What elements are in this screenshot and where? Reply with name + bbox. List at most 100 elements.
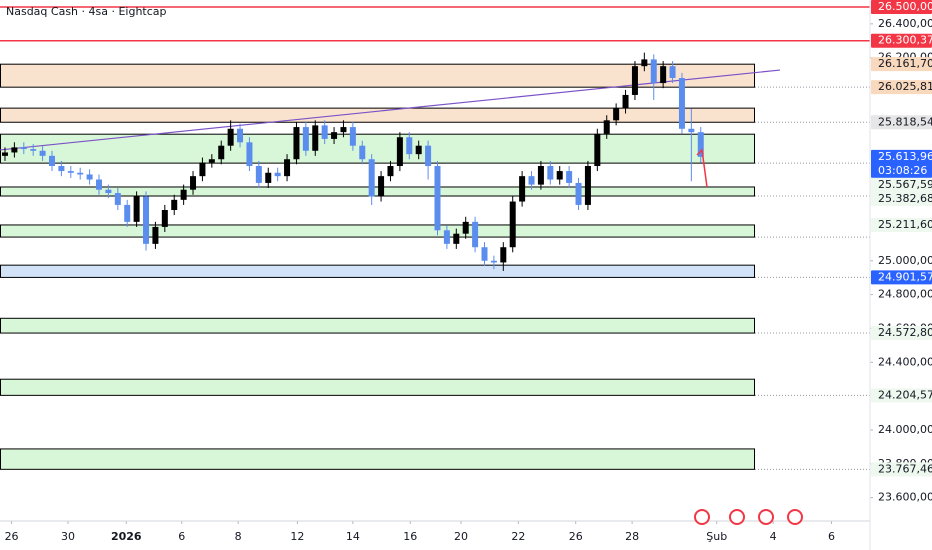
candle-body bbox=[227, 128, 234, 146]
candle-body bbox=[406, 137, 413, 155]
candle-body bbox=[161, 209, 168, 227]
candle-body bbox=[528, 176, 535, 185]
candle-body bbox=[171, 199, 178, 210]
price-badge bbox=[871, 149, 932, 178]
zone bbox=[0, 264, 755, 278]
event-icon[interactable] bbox=[758, 509, 774, 525]
price-badge bbox=[871, 33, 932, 48]
candle-body bbox=[453, 233, 460, 244]
zones bbox=[0, 6, 870, 470]
event-icon[interactable] bbox=[694, 509, 710, 525]
price-badge-label: 25.567,59 bbox=[878, 178, 932, 191]
y-tick-label: 26.400,00 bbox=[878, 17, 932, 30]
candle-body bbox=[284, 159, 291, 177]
price-badge-label: 26.300,37 bbox=[878, 34, 932, 47]
x-tick-label: 26 bbox=[569, 530, 583, 543]
price-badge bbox=[871, 177, 932, 192]
price-badge bbox=[871, 115, 932, 130]
event-icon[interactable] bbox=[729, 509, 745, 525]
x-tick-label: Şub bbox=[706, 530, 727, 543]
zone bbox=[0, 317, 755, 334]
candle-body bbox=[481, 247, 488, 261]
candle-body bbox=[331, 132, 338, 139]
candle-body bbox=[58, 166, 65, 172]
candle-body bbox=[255, 166, 262, 183]
candle-body bbox=[77, 172, 84, 175]
x-tick-label: 2026 bbox=[111, 530, 142, 543]
candle-body bbox=[641, 59, 648, 67]
x-tick-label: 12 bbox=[290, 530, 304, 543]
candle-body bbox=[500, 247, 507, 263]
candle-body bbox=[180, 189, 187, 200]
candle-body bbox=[387, 166, 394, 177]
price-badge-label: 25.382,68 bbox=[878, 192, 932, 205]
candle-body bbox=[472, 221, 479, 248]
candle-body bbox=[86, 174, 93, 180]
candle-body bbox=[669, 66, 676, 79]
candle-body bbox=[622, 94, 629, 109]
price-badge bbox=[871, 326, 932, 341]
x-tick-label: 8 bbox=[235, 530, 242, 543]
candle-body bbox=[650, 59, 657, 84]
candle-body bbox=[509, 201, 516, 248]
candle-body bbox=[349, 127, 356, 146]
candle-body bbox=[443, 230, 450, 244]
price-badge-label: 25.211,60 bbox=[878, 218, 932, 231]
candle-body bbox=[96, 179, 103, 190]
candle-body bbox=[67, 171, 74, 173]
price-badge bbox=[871, 191, 932, 206]
price-badge-label: 26.025,81 bbox=[878, 80, 932, 93]
price-badge bbox=[871, 388, 932, 403]
price-badge-label: 24.901,57 bbox=[878, 270, 932, 283]
price-badge-label: 25.613,96 bbox=[878, 150, 932, 163]
candle-body bbox=[152, 226, 159, 244]
candle-body bbox=[321, 125, 328, 139]
x-tick-label: 20 bbox=[454, 530, 468, 543]
x-tick-label: 16 bbox=[403, 530, 417, 543]
event-icon[interactable] bbox=[787, 509, 803, 525]
zone bbox=[0, 378, 755, 396]
candle-body bbox=[490, 260, 497, 263]
candle-body bbox=[190, 176, 197, 190]
price-badge-label: 26.161,70 bbox=[878, 57, 932, 70]
chart-title: Nasdaq Cash · 4sa · Eightcap bbox=[6, 5, 167, 18]
zone bbox=[0, 107, 755, 123]
candle-body bbox=[208, 159, 215, 163]
y-tick-label: 24.000,00 bbox=[878, 423, 932, 436]
candle-body bbox=[378, 176, 385, 197]
candle-body bbox=[547, 166, 554, 180]
candle-body bbox=[265, 172, 272, 183]
price-badge bbox=[871, 0, 932, 14]
x-tick-label: 4 bbox=[770, 530, 777, 543]
candle-body bbox=[105, 189, 112, 194]
axis: 26.400,0026.200,0025.000,0024.800,0024.6… bbox=[5, 0, 932, 543]
candle-body bbox=[584, 166, 591, 205]
price-badge bbox=[871, 462, 932, 477]
price-badge bbox=[871, 57, 932, 72]
candle-body bbox=[312, 125, 319, 151]
candle-body bbox=[30, 149, 37, 151]
candle-body bbox=[697, 132, 704, 157]
candle-body bbox=[415, 145, 422, 155]
candle-body bbox=[556, 171, 563, 180]
candle-body bbox=[425, 145, 432, 167]
y-tick-label: 23.600,00 bbox=[878, 491, 932, 504]
candle-body bbox=[359, 145, 366, 160]
candle-body bbox=[11, 147, 18, 153]
candle-body bbox=[293, 127, 300, 160]
zone bbox=[0, 448, 755, 470]
zone bbox=[0, 186, 755, 197]
candle-body bbox=[143, 196, 150, 244]
candle-body bbox=[594, 133, 601, 167]
candle-body bbox=[237, 128, 244, 143]
candle-body bbox=[302, 127, 309, 151]
event-icons bbox=[694, 509, 803, 525]
candle-body bbox=[688, 128, 695, 133]
candle-body bbox=[396, 137, 403, 167]
candle-body bbox=[537, 166, 544, 185]
candle-body bbox=[1, 152, 8, 156]
candle-body bbox=[199, 162, 206, 177]
candle-body bbox=[20, 147, 27, 150]
